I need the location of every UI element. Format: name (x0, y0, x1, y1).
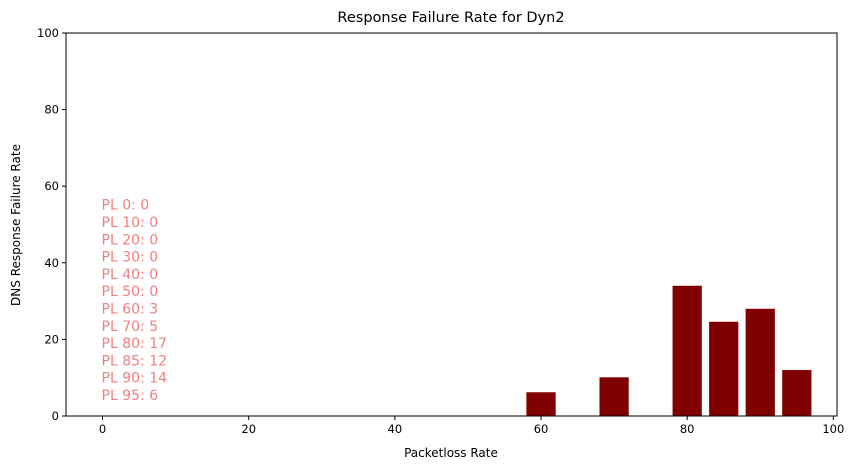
y-tick-label: 60 (44, 179, 59, 193)
x-tick-label: 40 (388, 422, 403, 436)
bar-pl-95 (782, 370, 812, 416)
x-axis-label: Packetloss Rate (404, 446, 498, 460)
x-tick-label: 80 (680, 422, 695, 436)
annotations-layer: PL 0: 0PL 10: 0PL 20: 0PL 30: 0PL 40: 0P… (102, 198, 168, 404)
annotation-line: PL 0: 0 (102, 198, 150, 214)
y-tick-label: 20 (44, 332, 59, 346)
bar-pl-85 (709, 321, 739, 416)
y-ticks-layer: 0 20 40 60 80 100 (37, 26, 66, 423)
y-tick-label: 100 (37, 26, 59, 40)
bar-pl-90 (745, 308, 775, 416)
annotation-line: PL 70: 5 (102, 319, 159, 335)
annotation-line: PL 20: 0 (102, 232, 159, 248)
plot-frame (65, 32, 838, 417)
annotation-line: PL 10: 0 (102, 215, 159, 231)
annotation-line: PL 50: 0 (102, 284, 159, 300)
x-tick-label: 100 (822, 422, 844, 436)
annotation-line: PL 95: 6 (102, 388, 159, 404)
y-tick-label: 0 (52, 409, 59, 423)
y-tick-label: 80 (44, 103, 59, 117)
bars-layer (526, 285, 812, 416)
annotation-line: PL 30: 0 (102, 250, 159, 266)
x-tick-label: 60 (534, 422, 549, 436)
annotation-line: PL 60: 3 (102, 302, 159, 318)
x-ticks-layer: 0 20 40 60 80 100 (99, 416, 844, 436)
y-axis-label: DNS Response Failure Rate (9, 144, 23, 306)
annotation-line: PL 90: 14 (102, 371, 168, 387)
y-tick-label: 40 (44, 256, 59, 270)
x-tick-label: 0 (99, 422, 106, 436)
annotation-line: PL 80: 17 (102, 336, 168, 352)
annotation-line: PL 85: 12 (102, 353, 168, 369)
bar-pl-70 (599, 377, 629, 416)
bar-pl-60 (526, 392, 556, 416)
annotation-line: PL 40: 0 (102, 267, 159, 283)
chart-title: Response Failure Rate for Dyn2 (337, 10, 564, 26)
x-tick-label: 20 (241, 422, 256, 436)
bar-pl-80 (672, 285, 702, 416)
